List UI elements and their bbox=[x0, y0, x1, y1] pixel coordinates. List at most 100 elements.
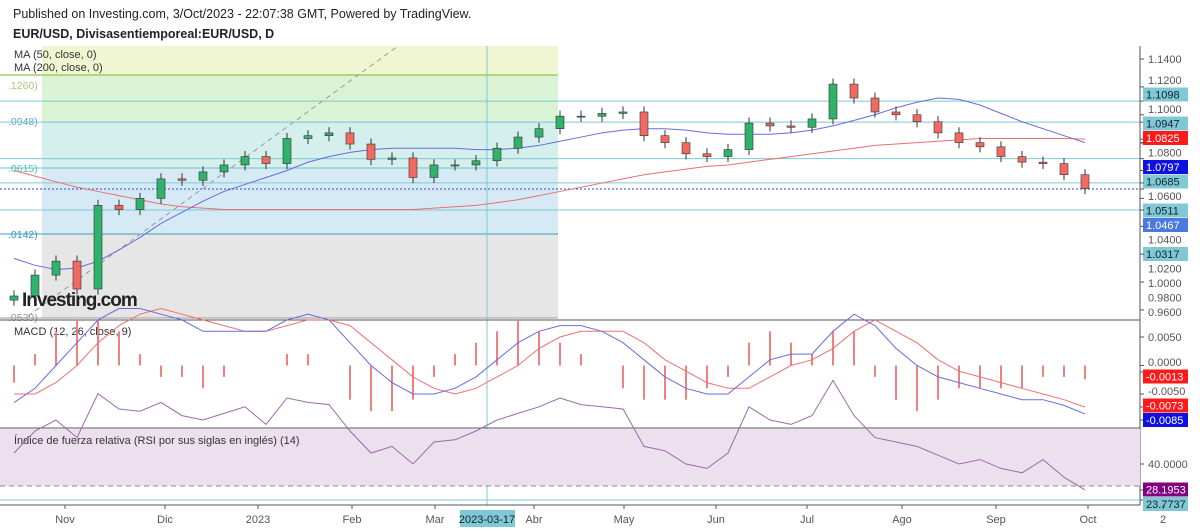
price-tag: 1.0797 bbox=[1140, 142, 1188, 174]
price-tick: 0.9800 bbox=[1148, 293, 1182, 305]
fib-label: .0615) bbox=[8, 163, 38, 175]
ma200-line bbox=[13, 137, 1086, 211]
price-tick: 1.0600 bbox=[1148, 191, 1182, 203]
candle bbox=[51, 255, 61, 281]
rsi-tick: 40.0000 bbox=[1148, 459, 1188, 471]
macd-histogram-bar bbox=[958, 365, 960, 389]
macd-histogram-bar bbox=[496, 331, 498, 366]
candle bbox=[450, 159, 460, 171]
price-tag: 1.0947 bbox=[1140, 116, 1188, 131]
candle bbox=[9, 290, 19, 306]
candle bbox=[534, 123, 544, 143]
crosshair-date: 2023-03-17 bbox=[459, 514, 515, 526]
symbol-title: EUR/USD, Divisasentiemporeal:EUR/USD, D bbox=[13, 27, 275, 41]
macd-histogram-bar bbox=[1021, 365, 1023, 389]
time-tick: Dic bbox=[157, 514, 173, 526]
time-tick: Oct bbox=[1079, 514, 1096, 526]
candle bbox=[114, 199, 124, 216]
candle bbox=[387, 152, 397, 165]
macd-histogram-bar bbox=[1063, 365, 1065, 377]
time-tick: 2023 bbox=[246, 514, 270, 526]
candle bbox=[954, 127, 964, 149]
fib-zone-1 bbox=[42, 46, 558, 75]
candle bbox=[891, 106, 901, 121]
candle bbox=[30, 269, 40, 302]
macd-tag: -0.0013 bbox=[1140, 369, 1188, 384]
candle bbox=[555, 110, 565, 135]
price-tick: 1.1400 bbox=[1148, 54, 1182, 66]
macd-histogram-bar bbox=[433, 365, 435, 377]
candle bbox=[219, 159, 229, 178]
candle bbox=[576, 110, 586, 122]
rsi-tag: 23.7737 bbox=[1140, 497, 1188, 511]
candle bbox=[366, 138, 376, 165]
candle bbox=[240, 151, 250, 171]
rsi-legend[interactable]: Índice de fuerza relativa (RSI por sus s… bbox=[14, 434, 300, 447]
macd-histogram-bar bbox=[916, 365, 918, 412]
candle bbox=[1038, 156, 1048, 170]
time-tick: Ago bbox=[892, 514, 912, 526]
macd-histogram-bar bbox=[202, 365, 204, 389]
candle bbox=[135, 192, 145, 216]
macd-histogram-bar bbox=[580, 354, 582, 366]
fib-retracement[interactable]: .1260) .0948) .0615) .0142) .0539) bbox=[0, 46, 558, 324]
macd-signal-line bbox=[14, 307, 1086, 408]
macd-histogram-bar bbox=[118, 331, 120, 366]
svg-text:1.0797: 1.0797 bbox=[1146, 162, 1180, 174]
macd-histogram-bar bbox=[370, 365, 372, 412]
price-tick: 1.1000 bbox=[1148, 104, 1182, 116]
ma50-line bbox=[13, 97, 1086, 270]
macd-histogram-bar bbox=[454, 354, 456, 366]
candle bbox=[912, 109, 922, 128]
svg-text:-0.0073: -0.0073 bbox=[1146, 401, 1183, 413]
time-tick: Jun bbox=[707, 514, 725, 526]
macd-histogram-bar bbox=[727, 365, 729, 377]
candle bbox=[513, 131, 523, 154]
svg-text:1.0317: 1.0317 bbox=[1146, 249, 1180, 261]
ma200-legend[interactable]: MA (200, close, 0) bbox=[14, 62, 103, 74]
crosshair-date-tag bbox=[460, 510, 515, 527]
candle bbox=[282, 132, 292, 170]
price-tag: 1.1098 bbox=[1140, 87, 1188, 102]
candle bbox=[261, 151, 271, 170]
time-tick: Sep bbox=[986, 514, 1006, 526]
macd-histogram-bar bbox=[622, 365, 624, 389]
macd-line bbox=[13, 308, 1086, 415]
candle bbox=[996, 141, 1006, 163]
candle bbox=[870, 92, 880, 118]
candle bbox=[408, 152, 418, 184]
macd-histogram-bar bbox=[937, 365, 939, 400]
macd-histogram-bar bbox=[664, 365, 666, 400]
candle bbox=[828, 78, 838, 125]
time-tick: Mar bbox=[426, 514, 445, 526]
fib-label: .0539) bbox=[8, 312, 38, 324]
time-tick: May bbox=[614, 514, 635, 526]
macd-histogram-bar bbox=[160, 365, 162, 377]
ma50-legend[interactable]: MA (50, close, 0) bbox=[14, 49, 97, 61]
candle bbox=[1080, 169, 1090, 195]
candle bbox=[639, 106, 649, 142]
svg-text:1.1098: 1.1098 bbox=[1146, 90, 1180, 102]
macd-histogram-bar bbox=[475, 342, 477, 366]
macd-histogram-bar bbox=[34, 354, 36, 366]
candle bbox=[198, 166, 208, 186]
candle bbox=[681, 137, 691, 160]
price-tag: 1.0317 bbox=[1140, 209, 1188, 261]
macd-histogram-bar bbox=[1042, 365, 1044, 377]
price-tick: 1.0000 bbox=[1148, 278, 1182, 290]
trend-line[interactable] bbox=[27, 45, 399, 317]
candle bbox=[597, 107, 607, 122]
time-tick: Feb bbox=[343, 514, 362, 526]
macd-tick: 0.0000 bbox=[1148, 357, 1182, 369]
macd-legend[interactable]: MACD (12, 26, close, 9) bbox=[14, 326, 131, 338]
candle bbox=[303, 130, 313, 145]
macd-tag: -0.0073 bbox=[1140, 398, 1188, 413]
candle bbox=[702, 148, 712, 163]
macd-tick: -0.0050 bbox=[1148, 386, 1185, 398]
price-tag: 1.0685 bbox=[1140, 158, 1188, 189]
fib-label: .1260) bbox=[8, 80, 38, 92]
macd-histogram-bar bbox=[391, 365, 393, 412]
candle bbox=[933, 116, 943, 139]
price-tick: 0.9600 bbox=[1148, 307, 1182, 319]
